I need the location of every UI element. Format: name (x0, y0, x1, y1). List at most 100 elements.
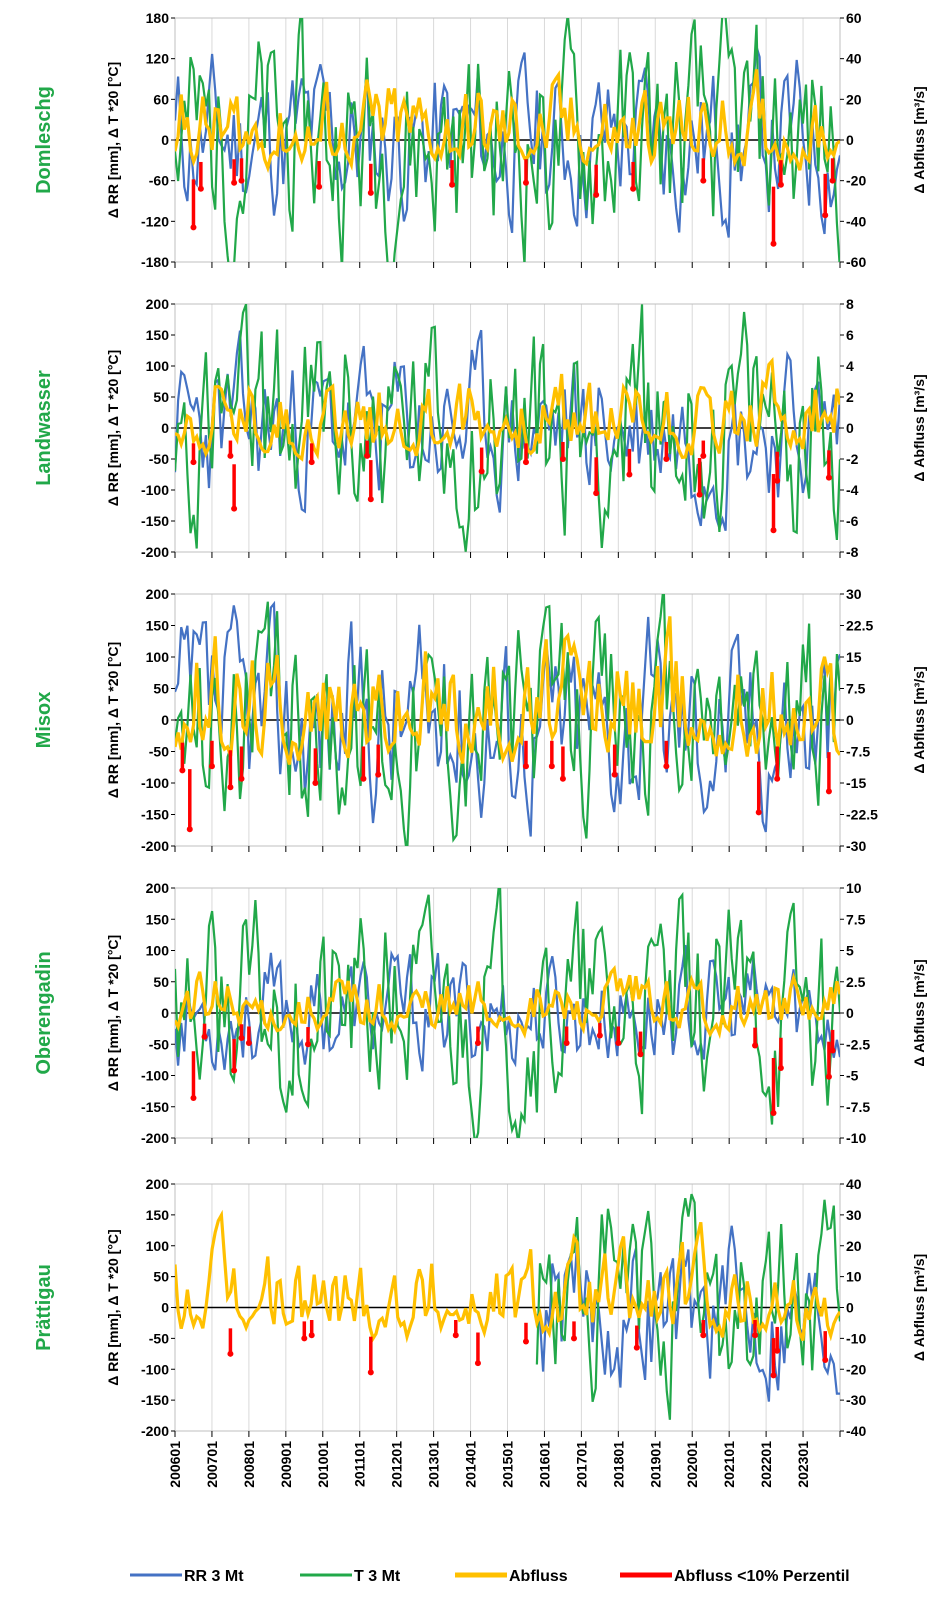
low-flow-point (770, 1372, 777, 1379)
y-tick-label-left: 50 (153, 1269, 169, 1285)
low-flow-point (829, 177, 836, 184)
low-flow-point (474, 1360, 481, 1367)
low-flow-point (367, 1369, 374, 1376)
y-tick-label-left: -60 (149, 173, 169, 189)
y-tick-label-right: 5 (846, 943, 854, 959)
x-tick-label: 201301 (426, 1441, 442, 1488)
y-tick-label-right: -15 (846, 775, 866, 791)
y-tick-label-left: -100 (141, 1068, 169, 1084)
y-axis-label-right: Δ Abfluss [m³/s] (911, 959, 927, 1066)
low-flow-point (208, 763, 215, 770)
y-tick-label-right: 40 (846, 1176, 862, 1192)
y-tick-label-right: 10 (846, 1269, 862, 1285)
y-tick-label-right: 0 (846, 132, 854, 148)
low-flow-point (825, 474, 832, 481)
y-tick-label-left: -150 (141, 513, 169, 529)
low-flow-point (700, 1332, 707, 1339)
y-tick-label-right: 20 (846, 1238, 862, 1254)
y-tick-label-right: 2.5 (846, 974, 866, 990)
y-tick-label-left: 150 (146, 327, 170, 343)
low-flow-point (375, 771, 382, 778)
y-tick-label-right: 20 (846, 91, 862, 107)
y-tick-label-right: -7.5 (846, 744, 870, 760)
y-tick-label-left: 120 (146, 51, 170, 67)
y-tick-label-right: 7.5 (846, 911, 866, 927)
y-tick-label-left: 200 (146, 296, 170, 312)
y-tick-label-left: 0 (161, 1300, 169, 1316)
low-flow-point (593, 490, 600, 497)
low-flow-point (190, 459, 197, 466)
x-tick-label: 201501 (500, 1441, 516, 1488)
low-flow-point (305, 1041, 311, 1048)
low-flow-point (774, 775, 781, 782)
y-tick-label-right: 10 (846, 880, 862, 896)
y-tick-label-left: 100 (146, 1238, 170, 1254)
low-flow-point (522, 179, 529, 186)
y-tick-label-left: 0 (161, 420, 169, 436)
low-flow-point (308, 459, 315, 466)
y-tick-label-right: -40 (846, 213, 866, 229)
low-flow-point (822, 1356, 829, 1363)
x-tick-label: 202301 (795, 1441, 811, 1488)
low-flow-point (825, 788, 832, 795)
y-tick-label-right: 22.5 (846, 618, 873, 634)
y-tick-label-right: 0 (846, 1300, 854, 1316)
series-rr-line (535, 1225, 840, 1402)
series-abfluss-line (175, 69, 840, 174)
station-label: Misox (33, 692, 55, 749)
y-tick-label-right: 30 (846, 586, 862, 602)
y-tick-label-right: -8 (846, 544, 859, 560)
low-flow-point (179, 767, 186, 774)
y-tick-label-right: 6 (846, 327, 854, 343)
y-tick-label-left: -200 (141, 838, 169, 854)
low-flow-point (829, 1047, 836, 1054)
station-label: Oberengadin (33, 951, 55, 1074)
y-tick-label-left: 50 (153, 681, 169, 697)
low-flow-point (449, 181, 456, 188)
low-flow-point (696, 491, 703, 498)
panel-oberengadin: 200 150 100 50 0 -50 -100 -150 -200 10 7.5 5 2.5 0 -2.… (33, 880, 927, 1146)
low-flow-point (770, 240, 777, 247)
x-tick-label: 201001 (315, 1441, 331, 1488)
y-tick-label-left: 0 (161, 132, 169, 148)
x-tick-label: 201201 (389, 1441, 405, 1488)
x-tick-label: 200801 (241, 1441, 257, 1488)
low-flow-point (367, 496, 374, 503)
low-flow-point (522, 1338, 529, 1345)
low-flow-point (633, 1344, 640, 1351)
low-flow-point (770, 1110, 777, 1116)
y-tick-label-left: -100 (141, 1361, 169, 1377)
y-tick-label-left: 200 (146, 880, 170, 896)
series-t-line (175, 18, 840, 262)
y-tick-label-left: 50 (153, 974, 169, 990)
low-flow-point (770, 527, 777, 534)
y-axis-label-left: Δ RR [mm], Δ T *20 [°C] (105, 1229, 121, 1385)
y-tick-label-left: -200 (141, 544, 169, 560)
low-flow-point (822, 212, 829, 219)
y-tick-label-right: -6 (846, 513, 859, 529)
series-t-line (175, 304, 840, 552)
low-flow-point (316, 183, 323, 190)
y-tick-label-right: -22.5 (846, 807, 878, 823)
x-tick-label: 201701 (573, 1441, 589, 1488)
y-tick-label-right: 8 (846, 296, 854, 312)
x-tick-label: 201901 (647, 1441, 663, 1488)
low-flow-point (238, 177, 245, 184)
y-tick-label-right: 30 (846, 1207, 862, 1223)
y-tick-label-right: -30 (846, 838, 866, 854)
x-tick-label: 200601 (167, 1441, 183, 1488)
y-tick-label-right: -2.5 (846, 1036, 870, 1052)
y-tick-label-left: -50 (149, 1330, 169, 1346)
low-flow-point (190, 1095, 197, 1101)
low-flow-point (227, 1350, 234, 1357)
y-axis-label-left: Δ RR [mm], Δ T *20 [°C] (105, 62, 121, 218)
series-t-line (535, 1193, 840, 1420)
legend-label-low: Abfluss <10% Perzentil (674, 1568, 850, 1585)
x-tick-label: 201801 (610, 1441, 626, 1488)
low-flow-point (238, 1035, 245, 1041)
low-flow-point (231, 179, 238, 186)
low-flow-point (774, 1347, 781, 1354)
y-tick-label-right: -10 (846, 1330, 866, 1346)
x-tick-label: 200901 (278, 1441, 294, 1488)
y-tick-label-left: 50 (153, 389, 169, 405)
